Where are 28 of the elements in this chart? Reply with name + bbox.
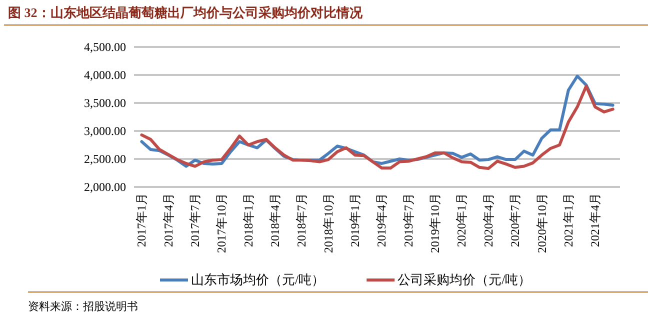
x-tick-label: 2018年10月 — [321, 193, 336, 253]
y-tick-label: 2,500.00 — [84, 152, 126, 166]
y-tick-label: 2,000.00 — [84, 180, 126, 194]
x-tick-label: 2017年1月 — [134, 193, 149, 247]
text: 资料来源：招股说明书 — [28, 300, 138, 313]
x-tick-label: 2019年10月 — [428, 193, 442, 253]
x-tick-label: 2020年4月 — [481, 193, 496, 247]
legend-label: 山东市场均价（元/吨） — [191, 272, 325, 287]
y-tick-label: 4,000.00 — [84, 68, 126, 82]
x-tick-label: 2019年4月 — [374, 193, 389, 247]
x-tick-label: 2017年7月 — [188, 193, 202, 247]
y-tick-label: 4,500.00 — [84, 40, 126, 54]
x-tick-label: 2019年1月 — [348, 193, 362, 247]
x-tick-label: 2019年7月 — [401, 193, 416, 247]
x-tick-label: 2021年4月 — [588, 193, 602, 247]
x-tick-label: 2018年4月 — [268, 193, 282, 247]
x-tick-label: 2017年10月 — [214, 193, 229, 253]
chart-title: 图 32：山东地区结晶葡萄糖出厂均价与公司采购均价对比情况 — [8, 5, 364, 20]
x-tick-label: 2020年7月 — [508, 193, 522, 247]
x-tick-label: 2018年1月 — [241, 193, 256, 247]
x-tick-label: 2020年10月 — [534, 193, 549, 253]
legend-label: 公司采购均价（元/吨） — [398, 272, 532, 287]
x-tick-label: 2020年1月 — [454, 193, 469, 247]
x-tick-label: 2017年4月 — [161, 193, 176, 247]
y-tick-label: 3,000.00 — [84, 124, 126, 138]
x-tick-label: 2018年7月 — [294, 193, 309, 247]
x-tick-label: 2021年1月 — [561, 193, 576, 247]
y-tick-label: 3,500.00 — [84, 96, 126, 110]
